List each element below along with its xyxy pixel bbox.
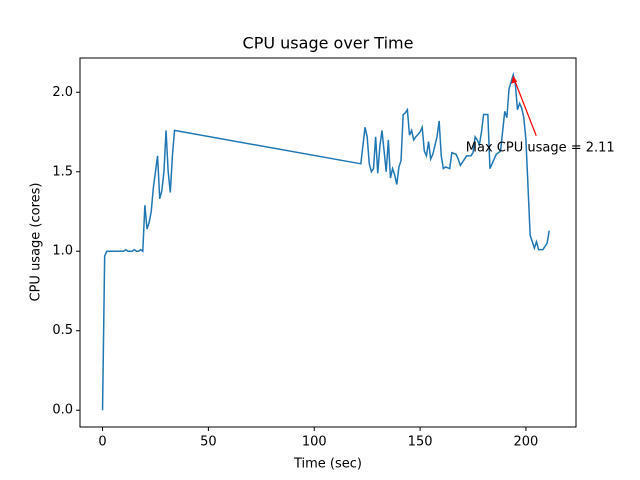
data-line xyxy=(101,71,550,411)
y-tick-label: 0.5 xyxy=(52,323,73,338)
plot-frame xyxy=(79,57,577,428)
y-tick-label: 2.0 xyxy=(52,85,73,100)
annotation-arrowhead xyxy=(511,75,518,84)
x-tick-label: 100 xyxy=(302,435,327,450)
x-tick-label: 150 xyxy=(408,435,433,450)
y-tick-label: 0.0 xyxy=(52,403,73,418)
x-axis-label: Time (sec) xyxy=(293,457,362,472)
y-tick-label: 1.5 xyxy=(52,164,73,179)
chart-title: CPU usage over Time xyxy=(243,34,414,53)
x-tick-label: 50 xyxy=(200,435,217,450)
x-tick-label: 0 xyxy=(98,435,106,450)
annotation: Max CPU usage = 2.11 xyxy=(466,140,615,155)
x-tick-label: 200 xyxy=(514,435,539,450)
annotation-arrow xyxy=(512,76,537,136)
y-tick-label: 1.0 xyxy=(52,244,73,259)
y-axis-label: CPU usage (cores) xyxy=(29,183,44,302)
